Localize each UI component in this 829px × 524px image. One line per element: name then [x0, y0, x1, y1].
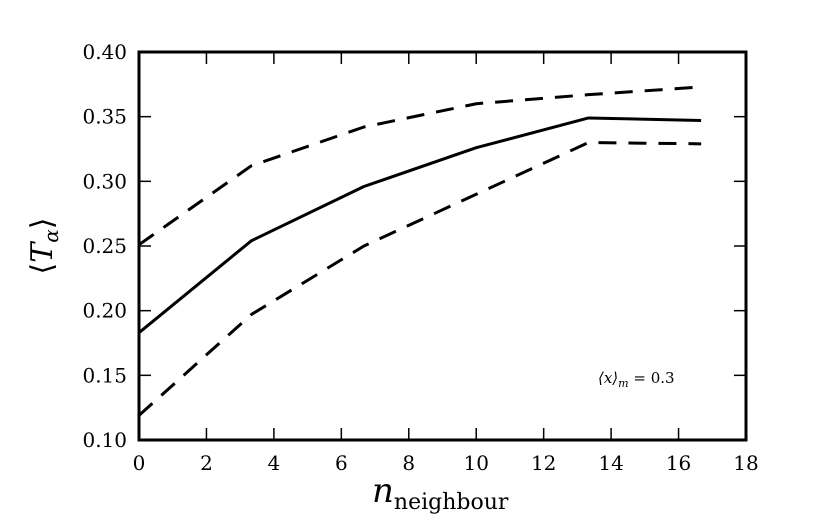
y-tick-label: 0.30 — [82, 169, 127, 193]
plot-lines — [137, 85, 702, 417]
y-tick-labels: 0.10 0.15 0.20 0.25 0.30 0.35 0.40 — [82, 40, 127, 452]
series-mean — [138, 116, 702, 334]
y-axis-label: ⟨Tα⟩ — [25, 218, 63, 275]
x-tick-label: 2 — [200, 451, 213, 475]
plot-frame — [137, 50, 748, 442]
x-tick-labels: 0 2 4 6 8 10 12 14 16 18 — [133, 451, 759, 475]
x-tick-label: 12 — [531, 451, 556, 475]
series-lower-bound — [137, 141, 702, 417]
x-tick-label: 4 — [268, 451, 281, 475]
y-tick-label: 0.15 — [82, 363, 127, 387]
y-tick-label: 0.35 — [82, 105, 127, 129]
x-tick-label: 16 — [666, 451, 691, 475]
y-tick-label: 0.20 — [82, 299, 127, 323]
x-tick-label: 0 — [133, 451, 146, 475]
y-tick-label: 0.10 — [82, 428, 127, 452]
axis-ticks — [138, 51, 747, 441]
series-upper-bound — [138, 85, 702, 246]
x-axis-label: nneighbour — [372, 471, 509, 515]
x-tick-label: 14 — [598, 451, 623, 475]
y-tick-label: 0.25 — [82, 234, 127, 258]
y-tick-label: 0.40 — [82, 40, 127, 64]
svg-text:⟨Tα⟩: ⟨Tα⟩ — [25, 218, 63, 275]
x-tick-label: 10 — [463, 451, 488, 475]
annotation-mean-x: ⟨x⟩m = 0.3 — [598, 369, 675, 390]
x-tick-label: 6 — [335, 451, 348, 475]
x-tick-label: 18 — [733, 451, 758, 475]
x-tick-label: 8 — [402, 451, 415, 475]
